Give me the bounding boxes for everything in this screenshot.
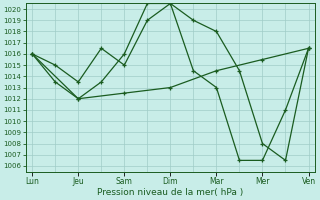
X-axis label: Pression niveau de la mer( hPa ): Pression niveau de la mer( hPa ) [97, 188, 244, 197]
